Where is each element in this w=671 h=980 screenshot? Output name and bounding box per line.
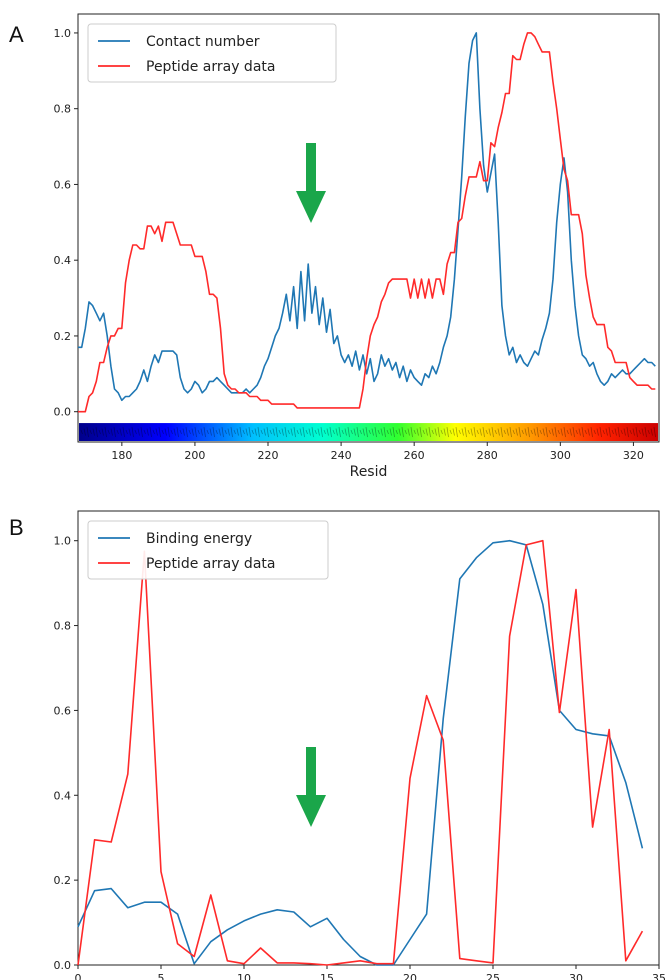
y-tick-label: 0.6 [54,704,72,717]
panel-label-a: A [9,22,24,47]
x-axis-label: Resid [350,464,388,480]
legend-label: Peptide array data [146,556,275,572]
legend-label: Contact number [146,34,260,50]
legend-box [87,23,337,83]
x-tick-label: 180 [111,449,132,462]
x-tick-label: 200 [184,449,205,462]
x-tick-label: 240 [331,449,352,462]
sequence-glyphs [80,426,656,438]
legend: Contact number Peptide array data [87,23,337,83]
y-tick-label: 0.2 [54,874,72,887]
series-line-blue [78,32,656,402]
x-tick-label: 20 [403,972,417,980]
y-tick-label: 0.8 [54,103,72,116]
green-arrow-icon [296,143,326,223]
panel-label-b: B [9,515,24,540]
x-tick-label: 280 [477,449,498,462]
x-tick-label: 15 [320,972,334,980]
y-tick-label: 0.8 [54,620,72,633]
y-tick-label: 0.4 [54,254,72,267]
legend-box [87,520,329,580]
x-tick-label: 0 [75,972,82,980]
y-tick-label: 0.0 [54,959,72,972]
sequence-colorbar [79,423,658,441]
y-tick-label: 1.0 [54,27,72,40]
x-tick-label: 300 [550,449,571,462]
legend-label: Peptide array data [146,59,275,75]
plot-frame [77,510,660,966]
x-tick-label: 260 [404,449,425,462]
legend-label: Binding energy [146,531,252,547]
y-tick-label: 0.4 [54,789,72,802]
series-line-red [78,32,656,413]
x-tick-label: 30 [569,972,583,980]
x-tick-label: 320 [623,449,644,462]
chart-a: 0.0 0.2 0.4 0.6 0.8 1.0 180 200 220 240 260 280 300 3… [54,13,660,480]
legend: Binding energy Peptide array data [87,520,329,580]
x-tick-label: 220 [258,449,279,462]
y-tick-label: 1.0 [54,535,72,548]
series-line-red [77,539,644,966]
x-tick-label: 25 [486,972,500,980]
chart-b: 0.0 0.2 0.4 0.6 0.8 1.0 0 5 10 15 20 25 30 35 Peptide … [54,510,666,980]
y-tick-label: 0.2 [54,330,72,343]
y-tick-label: 0.6 [54,178,72,191]
plot-frame [77,13,660,443]
x-tick-label: 5 [158,972,165,980]
green-arrow-icon [296,747,326,827]
series-line-blue [77,539,644,966]
x-tick-label: 10 [237,972,251,980]
y-tick-label: 0.0 [54,406,72,419]
x-tick-label: 35 [652,972,666,980]
